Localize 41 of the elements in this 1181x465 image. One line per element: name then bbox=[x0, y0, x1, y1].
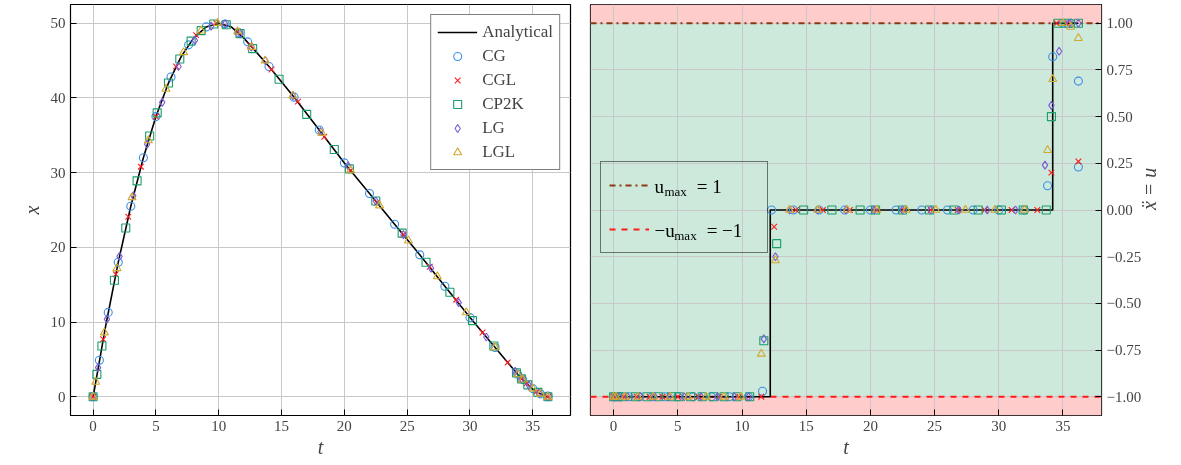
x-tick-label: 20 bbox=[336, 417, 352, 434]
x-tick-label: 20 bbox=[862, 417, 878, 434]
x-tick-label: 30 bbox=[462, 417, 478, 434]
x-tick-label: 35 bbox=[525, 417, 541, 434]
y-tick-label: 20 bbox=[50, 239, 66, 256]
x-tick-label: 5 bbox=[674, 417, 682, 434]
y-tick-label: −1.00 bbox=[1106, 388, 1142, 405]
x-tick-label: 0 bbox=[609, 417, 618, 434]
legend-label: Analytical bbox=[482, 21, 553, 43]
legend-label: LG bbox=[482, 117, 505, 139]
y-tick-label: 0.00 bbox=[1106, 202, 1133, 218]
y-tick-label: 0.50 bbox=[1106, 108, 1133, 125]
y-tick-label: 0.75 bbox=[1106, 61, 1133, 78]
x-tick-label: 15 bbox=[798, 417, 814, 434]
x-tick-label: 10 bbox=[211, 417, 227, 434]
y-tick-label: −0.25 bbox=[1106, 248, 1142, 265]
x-tick-label: 10 bbox=[734, 417, 750, 434]
y-axis-title: x bbox=[20, 205, 43, 216]
y-axis-title: ẍ = u bbox=[1138, 167, 1161, 211]
legend-label: CG bbox=[482, 45, 506, 67]
x-axis-title: t bbox=[317, 435, 324, 458]
x-axis-title: t bbox=[843, 435, 850, 458]
x-tick-label: 0 bbox=[89, 417, 97, 434]
x-tick-label: 35 bbox=[1055, 417, 1071, 434]
legend-label: LGL bbox=[482, 141, 516, 163]
y-tick-label: 50 bbox=[50, 15, 66, 32]
x-tick-label: 15 bbox=[274, 417, 290, 434]
x-tick-label: 5 bbox=[152, 417, 160, 434]
x-tick-label: 25 bbox=[399, 417, 415, 434]
y-tick-label: 0 bbox=[58, 388, 66, 405]
y-tick-label: 40 bbox=[50, 89, 66, 106]
y-tick-label: −0.75 bbox=[1106, 342, 1142, 359]
legend-label: CGL bbox=[482, 69, 517, 91]
x-tick-label: 30 bbox=[991, 417, 1007, 434]
y-tick-label: 30 bbox=[50, 164, 66, 181]
x-tick-label: 25 bbox=[927, 417, 943, 434]
y-tick-label: −0.50 bbox=[1106, 295, 1142, 312]
y-tick-label: 1.00 bbox=[1106, 15, 1133, 32]
legend-label: CP2K bbox=[482, 93, 524, 115]
y-tick-label: 0.25 bbox=[1106, 155, 1133, 172]
y-tick-label: 10 bbox=[50, 314, 66, 331]
